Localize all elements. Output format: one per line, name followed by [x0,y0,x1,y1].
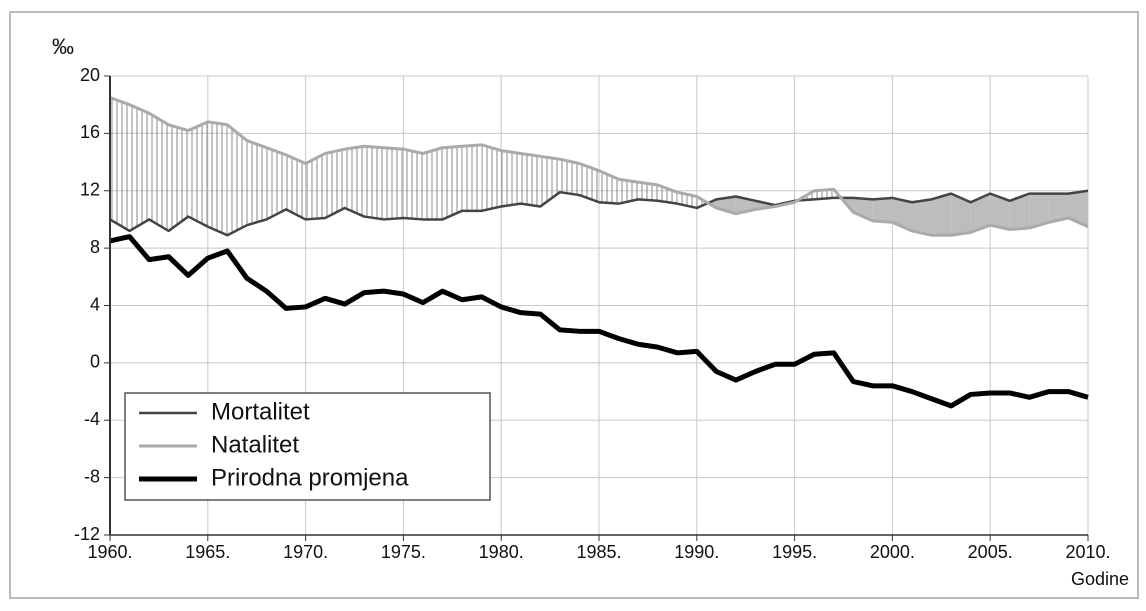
x-tick-label: 1970. [283,542,328,562]
y-tick-label: 4 [90,294,100,314]
y-axis-label: ‰ [52,34,74,59]
line-series [109,96,1089,237]
difference-fill [227,124,247,236]
difference-fill [1048,193,1069,223]
difference-fill [325,149,345,219]
x-tick-label: 1960. [87,542,132,562]
x-tick-label: 2010. [1065,542,1110,562]
x-tick-label: 2000. [870,542,915,562]
difference-fill [951,193,971,236]
difference-fill [129,104,150,231]
difference-fill [110,97,130,231]
difference-fill [481,144,502,211]
difference-fill [149,113,169,231]
legend-label: Prirodna promjena [211,464,409,491]
x-tick-label: 1975. [381,542,426,562]
y-tick-label: 20 [80,65,100,85]
y-tick-label: -4 [84,409,100,429]
y-tick-label: 12 [80,180,100,200]
frame [9,11,1139,599]
difference-fill [579,163,599,203]
difference-fill [246,140,267,226]
x-axis-label: Godine [1071,569,1129,589]
x-tick-label: 1985. [576,542,621,562]
legend-label: Mortalitet [211,398,310,425]
difference-fill [520,153,541,207]
difference-fill [599,170,619,204]
x-tick-label: 2005. [968,542,1013,562]
difference-fill [853,197,873,221]
difference-fill [559,159,580,196]
difference-fill [462,144,482,211]
line-series [109,234,1089,409]
difference-fill [266,147,287,220]
difference-fill [383,147,404,220]
difference-fill [892,197,912,231]
difference-fill [911,199,932,236]
difference-fill [364,146,384,220]
difference-fill [305,153,326,220]
difference-fill [188,121,208,227]
x-tick-label: 1965. [185,542,230,562]
difference-fill [638,182,658,201]
difference-fill [286,154,306,220]
difference-fill [540,156,560,207]
y-tick-label: -12 [74,524,100,544]
difference-fill [990,193,1010,230]
difference-fill [1029,193,1049,229]
difference-fill [872,197,893,223]
difference-fill [442,146,463,220]
difference-fill [716,196,736,214]
x-tick-label: 1990. [674,542,719,562]
x-tick-label: 1980. [479,542,524,562]
difference-fill [168,124,189,231]
y-tick-label: 8 [90,237,100,257]
y-tick-label: 16 [80,122,100,142]
difference-fill [207,121,228,236]
y-tick-label: -8 [84,466,100,486]
legend-label: Natalitet [211,431,299,458]
difference-fill [403,149,423,220]
difference-fill [618,179,639,204]
difference-fill [970,193,991,233]
difference-fill [1009,193,1030,230]
difference-fill [931,193,952,236]
line-series [109,189,1089,237]
difference-fill [657,185,678,204]
difference-fill [1068,190,1088,227]
difference-fill [422,147,443,220]
difference-fill [501,150,521,207]
x-tick-label: 1995. [772,542,817,562]
difference-fill [344,146,365,217]
y-tick-label: 0 [90,352,100,372]
